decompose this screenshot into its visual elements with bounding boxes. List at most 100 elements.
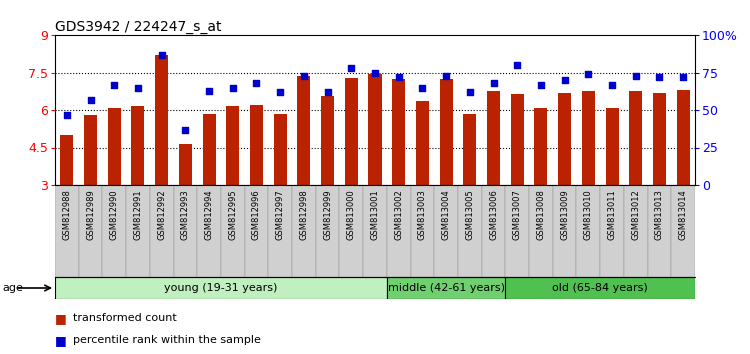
Point [582, 71, 594, 77]
Text: GSM813003: GSM813003 [418, 190, 427, 240]
Bar [629, 91, 642, 185]
Text: GSM812991: GSM812991 [134, 190, 142, 240]
Bar [464, 114, 476, 185]
Bar [197, 185, 221, 277]
Bar [363, 185, 387, 277]
Point [606, 82, 618, 87]
Bar [506, 185, 529, 277]
Bar [558, 92, 572, 185]
Bar [55, 185, 79, 277]
Text: age: age [2, 283, 22, 293]
Bar [178, 144, 192, 185]
Bar [482, 185, 506, 277]
Point [251, 80, 262, 86]
Point [132, 85, 144, 90]
Point [179, 127, 191, 132]
Point [274, 89, 286, 95]
Bar [577, 185, 600, 277]
Point [653, 74, 665, 80]
Text: GSM812997: GSM812997 [276, 190, 285, 240]
Text: GSM812988: GSM812988 [62, 190, 71, 240]
Text: percentile rank within the sample: percentile rank within the sample [73, 335, 261, 345]
Text: GSM812990: GSM812990 [110, 190, 118, 240]
Bar [647, 185, 671, 277]
Bar [511, 94, 524, 185]
Bar [416, 101, 429, 185]
Point [108, 82, 120, 87]
Bar [529, 185, 553, 277]
Bar [345, 78, 358, 185]
Text: middle (42-61 years): middle (42-61 years) [388, 283, 505, 293]
Bar [202, 114, 215, 185]
Point [345, 65, 357, 71]
Text: GSM813012: GSM813012 [632, 190, 640, 240]
Bar [103, 185, 126, 277]
Bar [268, 185, 292, 277]
Bar [79, 185, 103, 277]
Text: GSM813007: GSM813007 [513, 190, 522, 240]
Point [677, 74, 689, 80]
Bar [244, 185, 268, 277]
Bar [150, 185, 173, 277]
Point [488, 80, 500, 86]
Point [298, 73, 310, 78]
Text: GSM813008: GSM813008 [536, 190, 545, 240]
Bar [458, 185, 482, 277]
Bar [321, 96, 334, 185]
Text: GSM812992: GSM812992 [158, 190, 166, 240]
Bar [173, 185, 197, 277]
Text: GSM812996: GSM812996 [252, 190, 261, 240]
Point [203, 88, 215, 93]
Bar [221, 185, 245, 277]
Text: GSM813006: GSM813006 [489, 190, 498, 240]
Text: GSM812993: GSM812993 [181, 190, 190, 240]
Point [535, 82, 547, 87]
Text: transformed count: transformed count [73, 313, 177, 323]
Bar [434, 185, 458, 277]
Bar [440, 79, 453, 185]
Point [416, 85, 428, 90]
Bar [582, 91, 595, 185]
Bar [131, 106, 145, 185]
Text: ■: ■ [55, 334, 67, 347]
Bar [624, 185, 647, 277]
Text: GSM813005: GSM813005 [465, 190, 474, 240]
Text: GSM813002: GSM813002 [394, 190, 404, 240]
Text: GSM812999: GSM812999 [323, 190, 332, 240]
Bar [126, 185, 150, 277]
Bar [340, 185, 363, 277]
Point [559, 77, 571, 83]
Text: GSM812994: GSM812994 [205, 190, 214, 240]
Bar [392, 79, 405, 185]
Bar [535, 108, 548, 185]
Point [61, 112, 73, 117]
Text: GSM812989: GSM812989 [86, 190, 95, 240]
Bar [292, 185, 316, 277]
Bar [274, 114, 286, 185]
Point [393, 74, 405, 80]
Text: GSM813014: GSM813014 [679, 190, 688, 240]
Bar [410, 185, 434, 277]
Text: GDS3942 / 224247_s_at: GDS3942 / 224247_s_at [55, 20, 221, 34]
Bar [387, 185, 410, 277]
Bar [108, 108, 121, 185]
Bar [250, 105, 263, 185]
Text: GSM813010: GSM813010 [584, 190, 592, 240]
Bar [553, 185, 577, 277]
Point [85, 97, 97, 102]
Bar [600, 185, 624, 277]
Point [440, 73, 452, 78]
Bar [60, 135, 74, 185]
Point [156, 52, 168, 57]
Point [369, 70, 381, 75]
Text: GSM813013: GSM813013 [655, 190, 664, 240]
Bar [653, 92, 666, 185]
Text: GSM813001: GSM813001 [370, 190, 380, 240]
Bar [671, 185, 695, 277]
Bar [676, 90, 690, 185]
Bar [368, 74, 382, 185]
Bar [487, 91, 500, 185]
Text: ■: ■ [55, 312, 67, 325]
Text: GSM813009: GSM813009 [560, 190, 569, 240]
Bar [506, 277, 695, 299]
